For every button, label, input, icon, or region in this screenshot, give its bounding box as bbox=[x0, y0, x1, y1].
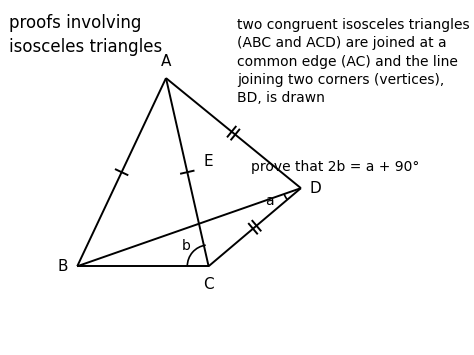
Text: a: a bbox=[265, 194, 274, 208]
Text: C: C bbox=[203, 277, 214, 292]
Text: proofs involving
isosceles triangles: proofs involving isosceles triangles bbox=[9, 14, 163, 56]
Text: A: A bbox=[161, 54, 171, 69]
Text: E: E bbox=[203, 154, 213, 169]
Text: prove that 2b = a + 90°: prove that 2b = a + 90° bbox=[251, 160, 419, 174]
Text: b: b bbox=[182, 239, 190, 253]
Text: B: B bbox=[58, 259, 68, 274]
Text: D: D bbox=[310, 181, 321, 196]
Text: two congruent isosceles triangles
(ABC and ACD) are joined at a
common edge (AC): two congruent isosceles triangles (ABC a… bbox=[237, 18, 470, 105]
